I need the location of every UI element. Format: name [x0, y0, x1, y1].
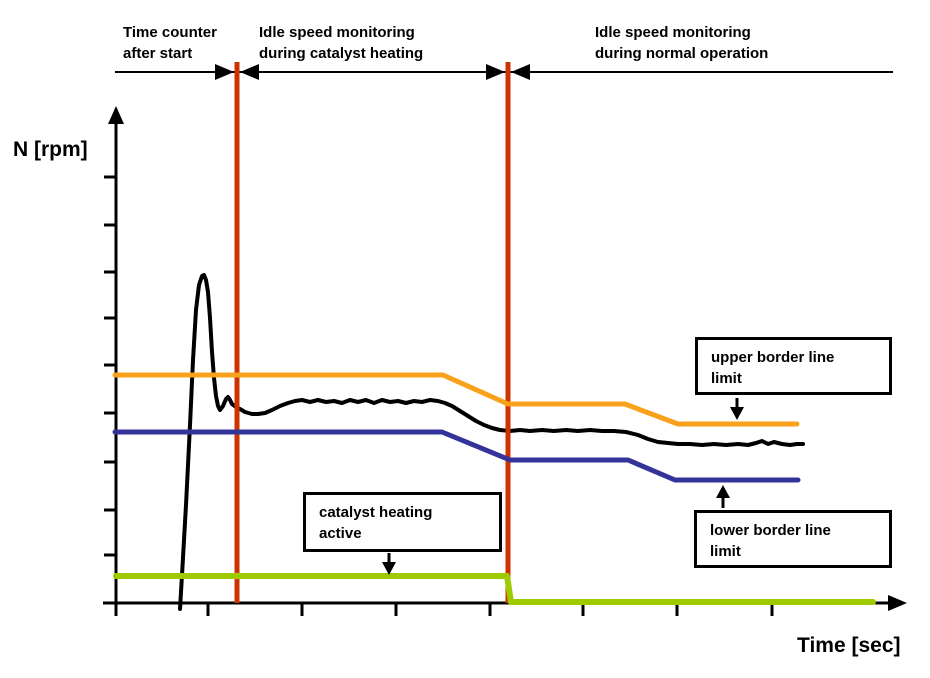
callout-line: lower border line	[710, 522, 831, 539]
phase-label-line: during normal operation	[595, 45, 769, 62]
callout-line: catalyst heating	[319, 504, 433, 521]
upper-border-limit-callout: upper border line limit	[695, 337, 892, 395]
y-axis-arrow-icon	[108, 106, 124, 124]
phase-label-normal-operation: Idle speed monitoring during normal oper…	[595, 22, 768, 64]
phase-label-line: Idle speed monitoring	[595, 24, 751, 41]
phase-label-time-counter: Time counter after start	[123, 22, 217, 64]
phase-label-line: after start	[123, 45, 193, 62]
phase-separators	[215, 62, 530, 603]
phase-label-line: Time counter	[123, 24, 217, 41]
x-axis-arrow-icon	[888, 595, 907, 611]
upper-limit-callout-arrow-icon	[730, 398, 744, 420]
lower-limit-callout-arrow-icon	[716, 485, 730, 508]
upper-border-line-limit	[112, 372, 800, 427]
dimension-arrow-icon	[240, 64, 259, 80]
series-layer-front	[112, 372, 876, 605]
catalyst-callout-arrow-icon	[382, 553, 396, 575]
callout-line: active	[319, 525, 362, 542]
lower-border-line-limit	[112, 429, 801, 483]
lower-border-limit-callout: lower border line limit	[694, 510, 892, 568]
callout-line: upper border line	[711, 349, 835, 366]
axis-ticks	[104, 175, 774, 616]
phase-label-catalyst-heating: Idle speed monitoring during catalyst he…	[259, 22, 423, 64]
dimension-arrow-icon	[486, 64, 505, 80]
dimension-arrow-icon	[215, 64, 234, 80]
phase-label-line: Idle speed monitoring	[259, 24, 415, 41]
callout-arrows	[382, 398, 744, 575]
catalyst-heating-active-callout: catalyst heating active	[303, 492, 502, 552]
phase-label-line: during catalyst heating	[259, 45, 424, 62]
y-axis-label: N [rpm]	[13, 138, 88, 161]
x-axis-label: Time [sec]	[797, 634, 901, 657]
catalyst-heating-active-signal	[113, 573, 876, 605]
dimension-arrow-icon	[511, 64, 530, 80]
callout-line: limit	[710, 543, 741, 560]
callout-line: limit	[711, 370, 742, 387]
